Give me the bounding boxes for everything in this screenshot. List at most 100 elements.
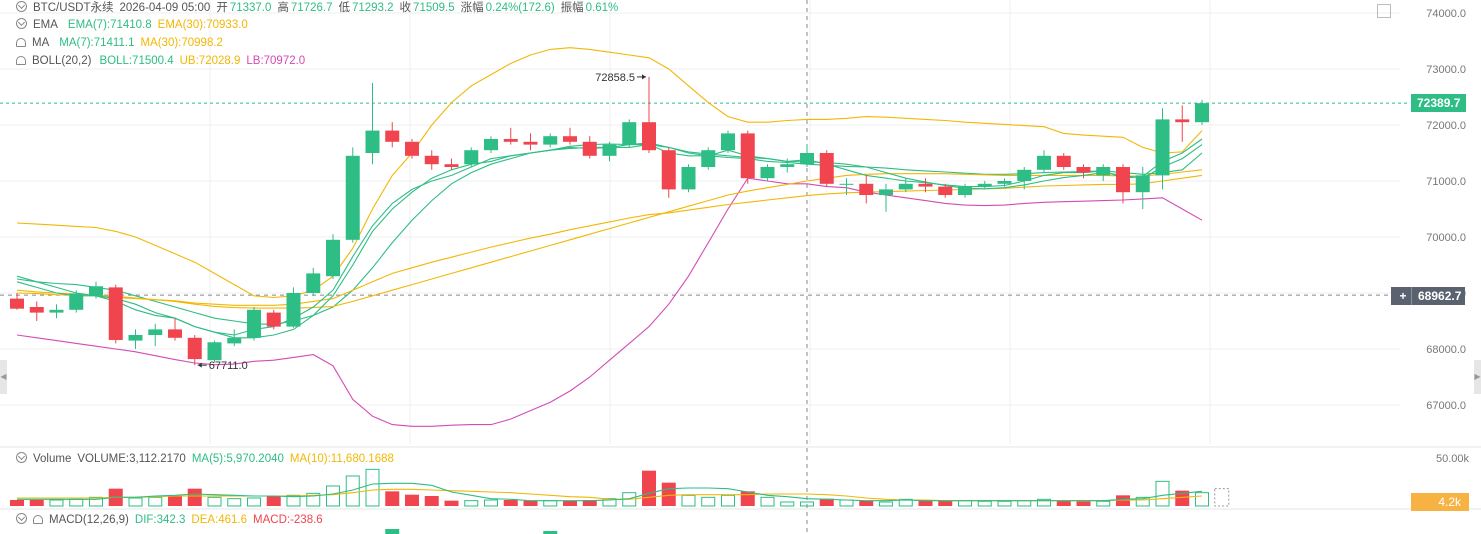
volume-bar: [227, 498, 242, 507]
bar-time: 2026-04-09 05:00: [119, 2, 211, 14]
scroll-right-arrow-icon[interactable]: ▶: [1474, 360, 1481, 394]
volume-bar: [819, 498, 834, 506]
vol-ma10-value: MA(10):11,680.1688: [289, 453, 394, 465]
candle-body: [1017, 169, 1032, 181]
candle-body: [1056, 155, 1071, 167]
volume-bar: [247, 497, 261, 507]
candle-body: [503, 139, 518, 142]
candle-body: [266, 312, 281, 327]
candle-body: [326, 239, 340, 277]
candle-body: [701, 150, 716, 167]
boll-lower-line: [16, 177, 1203, 427]
volume-bar: [187, 488, 202, 506]
candle-body: [681, 167, 696, 190]
volume-bar: [760, 496, 775, 507]
candle-body: [286, 293, 301, 327]
volume-axis-label: 50.00k: [1435, 453, 1469, 465]
bell-icon[interactable]: [16, 56, 26, 65]
volume-bar: [286, 494, 301, 507]
price-tick-label: 73000.0: [1426, 64, 1466, 76]
crosshair-plus-icon[interactable]: +: [1395, 287, 1412, 305]
candle-body: [780, 164, 795, 167]
candle-body: [1195, 103, 1209, 123]
volume-bar: [997, 500, 1012, 507]
volume-bar: [918, 500, 933, 506]
volume-bar: [1096, 500, 1111, 507]
volume-bar: [266, 496, 281, 506]
volume-bar: [661, 482, 676, 506]
macd-dif-value: DIF:342.3: [134, 514, 186, 526]
volume-bar: [859, 500, 874, 506]
candle-body: [582, 141, 597, 156]
candle-body: [563, 136, 577, 142]
volume-pending-bar: [1214, 488, 1230, 507]
candle-body: [622, 122, 637, 145]
boll-lb-value: LB:70972.0: [246, 55, 306, 67]
volume-bar: [800, 501, 814, 507]
volume-cursor-tag: 4.2k: [1411, 493, 1469, 511]
price-tick-label: 72000.0: [1426, 120, 1466, 132]
volume-bar: [69, 498, 84, 507]
volume-value: VOLUME:3,112.2170: [77, 453, 186, 465]
price-tick-label: 74000.0: [1426, 8, 1466, 20]
arrow-head-icon: [197, 362, 202, 368]
candle-body: [1175, 119, 1190, 123]
scroll-left-arrow-icon[interactable]: ◀: [0, 360, 7, 394]
candle-body: [740, 133, 755, 179]
price-tick-label: 71000.0: [1426, 176, 1466, 188]
candle-body: [444, 164, 459, 167]
low-value: 71293.2: [351, 2, 394, 14]
ema7-value: EMA(7):71410.8: [67, 19, 152, 31]
open-value: 71337.0: [229, 2, 272, 14]
candle-body: [385, 130, 400, 142]
volume-bar: [89, 496, 103, 507]
macd-value: MACD:-238.6: [253, 514, 323, 526]
boll-legend: BOLL(20,2) BOLL:71500.4 UB:72028.9 LB:70972…: [16, 53, 311, 70]
volume-bar: [958, 500, 972, 507]
candle-body: [760, 167, 775, 179]
candle-body: [405, 141, 419, 156]
volume-bar: [306, 492, 321, 507]
vol-ma5-line: [17, 482, 1203, 502]
candle-body: [859, 183, 874, 195]
candle-body: [128, 335, 143, 341]
volume-bar: [1037, 498, 1051, 507]
collapse-icon[interactable]: [16, 1, 27, 12]
candle-body: [721, 133, 735, 151]
volume-bar: [977, 500, 992, 507]
candle-body: [839, 183, 854, 185]
volume-bar: [49, 499, 64, 507]
macd-legend: MACD(12,26,9) DIF:342.3 DEA:461.6 MACD:-238…: [16, 512, 329, 529]
ema-legend: EMA EMA(7):71410.8 EMA(30):70933.0: [16, 17, 254, 34]
collapse-icon[interactable]: [16, 452, 27, 463]
volume-bar: [1017, 500, 1032, 507]
fullscreen-icon[interactable]: [1377, 4, 1391, 18]
volume-bar: [602, 498, 617, 507]
candle-body: [464, 150, 479, 165]
volume-bar: [128, 497, 143, 507]
volume-bar: [424, 496, 439, 506]
collapse-icon[interactable]: [16, 18, 27, 29]
ema30-value: EMA(30):70933.0: [157, 19, 248, 31]
volume-bar: [1116, 495, 1130, 506]
volume-bar: [405, 494, 419, 506]
volume-bar: [148, 496, 163, 507]
candle-body: [958, 186, 972, 195]
collapse-icon[interactable]: [16, 513, 27, 524]
candle-body: [29, 307, 44, 313]
volume-bar: [1175, 490, 1190, 506]
ma30-value: MA(30):70998.2: [140, 37, 223, 49]
ma-legend: MA MA(7):71411.1 MA(30):70998.2: [16, 35, 229, 52]
volume-bar: [701, 496, 716, 507]
bell-icon[interactable]: [16, 38, 26, 47]
volume-bar: [523, 500, 538, 506]
macd-dea-value: DEA:461.6: [191, 514, 248, 526]
candle-body: [1116, 167, 1130, 193]
volume-bar: [563, 500, 577, 506]
candle-body: [424, 155, 439, 165]
bell-icon[interactable]: [33, 515, 43, 524]
volume-bar: [326, 485, 340, 507]
candle-body: [661, 150, 676, 190]
